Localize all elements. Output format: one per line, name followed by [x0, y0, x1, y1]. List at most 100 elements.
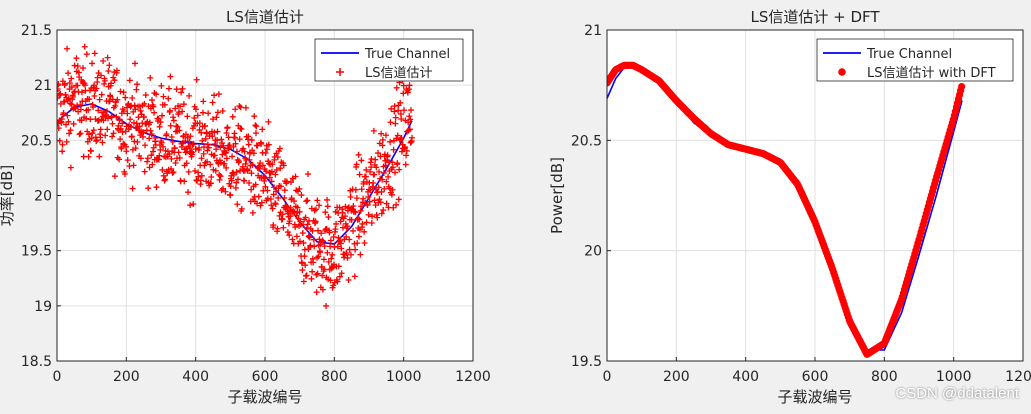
data-point — [363, 166, 370, 173]
data-point — [292, 173, 299, 180]
data-point — [286, 218, 293, 225]
data-point — [106, 98, 113, 105]
data-point — [73, 55, 80, 62]
data-point — [250, 150, 257, 157]
data-point — [196, 144, 203, 151]
data-point — [189, 149, 196, 156]
data-point — [347, 193, 354, 200]
data-point — [303, 224, 310, 231]
data-point — [390, 146, 397, 153]
data-point — [400, 90, 407, 97]
data-point — [292, 224, 299, 231]
data-point — [91, 50, 98, 57]
data-point — [134, 81, 141, 88]
data-point — [119, 129, 126, 136]
data-point — [346, 246, 353, 253]
data-point — [180, 101, 187, 108]
data-point — [355, 151, 362, 158]
data-point — [239, 163, 246, 170]
data-point — [57, 100, 64, 107]
data-point — [188, 148, 195, 155]
data-point — [174, 123, 181, 130]
data-point — [365, 194, 372, 201]
data-point — [184, 113, 191, 120]
data-point — [388, 191, 395, 198]
data-point — [82, 82, 89, 89]
data-point — [268, 202, 275, 209]
data-point — [320, 256, 327, 263]
data-point — [237, 125, 244, 132]
data-point — [319, 237, 326, 244]
data-point — [257, 202, 264, 209]
data-point — [328, 255, 335, 262]
data-point — [337, 237, 344, 244]
data-point — [157, 146, 164, 153]
data-point — [59, 148, 66, 155]
data-point — [225, 145, 232, 152]
data-point — [335, 263, 342, 270]
data-point — [289, 236, 296, 243]
data-point — [338, 245, 345, 252]
data-point — [94, 74, 101, 81]
legend-entry-label: True Channel — [364, 47, 450, 62]
data-point — [387, 138, 394, 145]
data-point — [368, 220, 375, 227]
data-point — [233, 169, 240, 176]
data-point — [129, 185, 136, 192]
data-point — [85, 106, 92, 113]
data-point — [358, 186, 365, 193]
data-point — [397, 136, 404, 143]
data-point — [258, 140, 265, 147]
data-point — [387, 119, 394, 126]
data-point — [256, 163, 263, 170]
x-tick-label: 600 — [252, 369, 279, 385]
data-point — [57, 125, 62, 132]
data-point — [77, 101, 84, 108]
data-point — [168, 155, 175, 162]
data-point — [253, 123, 260, 130]
data-point — [109, 120, 116, 127]
data-point — [144, 155, 151, 162]
data-point — [324, 203, 331, 210]
data-point — [407, 107, 414, 114]
legend-entry-label: LS信道估计 — [365, 66, 433, 81]
data-point — [398, 134, 405, 141]
data-point — [406, 82, 413, 89]
data-point — [345, 276, 352, 283]
data-point — [300, 278, 307, 285]
data-point — [225, 134, 232, 141]
data-point — [352, 186, 359, 193]
data-point — [291, 198, 298, 205]
data-point — [401, 107, 408, 114]
data-point — [295, 215, 302, 222]
data-point — [287, 213, 294, 220]
data-point — [298, 192, 305, 199]
data-point — [162, 176, 169, 183]
data-point — [229, 153, 236, 160]
y-tick-label: 20.5 — [21, 133, 52, 149]
data-point — [214, 128, 221, 135]
data-point — [187, 133, 194, 140]
data-point — [248, 186, 255, 193]
data-point — [362, 173, 369, 180]
data-point — [168, 165, 175, 172]
data-point — [190, 141, 197, 148]
data-point — [219, 108, 226, 115]
x-axis-label: 子载波编号 — [227, 388, 302, 406]
data-point — [141, 100, 148, 107]
data-point — [379, 136, 386, 143]
data-point — [198, 172, 205, 179]
data-point — [265, 141, 272, 148]
data-point — [407, 116, 414, 123]
data-point — [67, 164, 74, 171]
data-point — [372, 156, 379, 163]
data-point — [155, 116, 162, 123]
chart-panel-1: 0 200 400 600 800 1000 1200 18.5 19 19.5 20 20.5 21 2… — [0, 8, 491, 406]
data-point — [336, 273, 343, 280]
data-point — [222, 188, 229, 195]
data-point — [370, 179, 377, 186]
data-point — [116, 156, 123, 163]
data-point — [142, 92, 149, 99]
data-point — [223, 155, 230, 162]
y-tick-label: 19 — [34, 299, 52, 315]
